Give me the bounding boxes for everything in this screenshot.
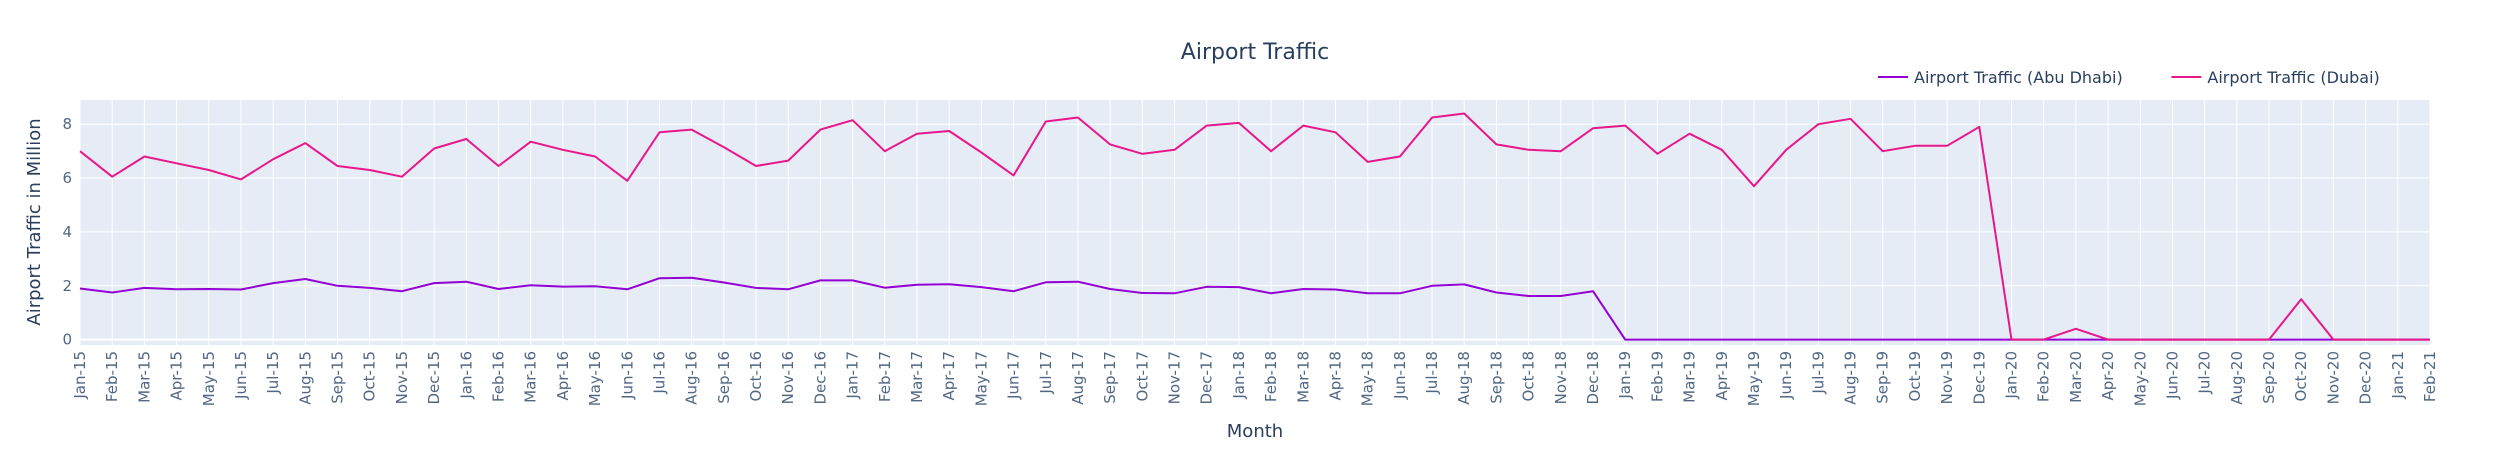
x-tick-label: May-18 <box>1359 351 1377 406</box>
x-tick-label: Nov-19 <box>1938 351 1956 404</box>
x-tick-label: Feb-17 <box>876 351 894 402</box>
x-tick-label: Jan-21 <box>2389 351 2407 400</box>
x-tick-label: Sep-19 <box>1874 351 1892 404</box>
legend-label: Airport Traffic (Dubai) <box>2207 68 2379 87</box>
x-tick-label: Dec-18 <box>1584 351 1602 405</box>
x-tick-label: Aug-16 <box>683 351 701 405</box>
x-tick-label: May-20 <box>2131 351 2149 406</box>
x-tick-label: Dec-20 <box>2357 351 2375 405</box>
x-tick-label: Jul-20 <box>2196 351 2214 395</box>
legend-label: Airport Traffic (Abu Dhabi) <box>1914 68 2123 87</box>
x-tick-label: Mar-19 <box>1681 351 1699 403</box>
x-tick-label: Aug-15 <box>296 351 314 405</box>
x-tick-label: Oct-17 <box>1133 351 1151 401</box>
x-tick-label: Nov-15 <box>393 351 411 404</box>
y-tick-label: 0 <box>62 331 72 349</box>
x-tick-labels: Jan-15 Feb-15 Mar-15 Apr-15 May-15 Jun-15 Jul-… <box>71 351 2439 406</box>
x-tick-label: Jan-17 <box>844 351 862 400</box>
x-tick-label: Oct-18 <box>1520 351 1538 401</box>
x-tick-label: Apr-20 <box>2099 351 2117 401</box>
x-tick-label: Nov-16 <box>779 351 797 404</box>
x-tick-label: Mar-18 <box>1294 351 1312 403</box>
x-tick-label: Jun-15 <box>232 351 250 400</box>
x-tick-label: Mar-15 <box>135 351 153 403</box>
x-tick-label: Dec-15 <box>425 351 443 405</box>
y-tick-label: 8 <box>62 115 72 133</box>
x-tick-label: Oct-20 <box>2292 351 2310 401</box>
x-tick-label: Sep-17 <box>1101 351 1119 404</box>
legend[interactable]: Airport Traffic (Abu Dhabi) Airport Traff… <box>1878 68 2380 87</box>
y-tick-label: 6 <box>62 169 72 187</box>
x-tick-label: Apr-18 <box>1326 351 1344 401</box>
y-tick-label: 4 <box>62 223 72 241</box>
x-tick-label: Nov-20 <box>2324 351 2342 404</box>
x-tick-label: Sep-20 <box>2260 351 2278 404</box>
x-tick-label: Jun-19 <box>1777 351 1795 400</box>
x-tick-label: Jun-18 <box>1391 351 1409 400</box>
x-tick-label: Jan-19 <box>1616 351 1634 400</box>
x-tick-label: Feb-15 <box>103 351 121 402</box>
x-tick-label: Mar-20 <box>2067 351 2085 403</box>
x-tick-label: Oct-19 <box>1906 351 1924 401</box>
legend-item[interactable]: Airport Traffic (Dubai) <box>2171 68 2380 87</box>
x-tick-label: Jan-18 <box>1230 351 1248 400</box>
x-tick-label: Dec-17 <box>1198 351 1216 405</box>
y-tick-labels: 0 2 4 6 8 <box>62 115 72 348</box>
x-tick-label: Aug-17 <box>1069 351 1087 405</box>
x-tick-label: Jul-16 <box>650 351 668 395</box>
x-tick-label: Jul-15 <box>264 351 282 395</box>
x-tick-label: Nov-17 <box>1166 351 1184 404</box>
x-tick-label: Jun-16 <box>618 351 636 400</box>
x-tick-label: Jan-15 <box>71 351 89 400</box>
x-tick-label: Sep-15 <box>329 351 347 404</box>
x-tick-label: Jul-17 <box>1037 351 1055 395</box>
series-line <box>79 112 2430 341</box>
x-tick-label: Mar-16 <box>522 351 540 403</box>
x-tick-label: Jun-20 <box>2163 351 2181 400</box>
x-tick-label: Apr-19 <box>1713 351 1731 401</box>
x-tick-label: Sep-16 <box>715 351 733 404</box>
x-tick-label: Dec-16 <box>811 351 829 405</box>
x-tick-label: Aug-18 <box>1455 351 1473 405</box>
plot-area <box>80 100 2430 345</box>
x-tick-label: Apr-15 <box>168 351 186 401</box>
y-axis-title: Airport Traffic in Million <box>24 118 45 325</box>
x-tick-label: Oct-15 <box>361 351 379 401</box>
x-tick-label: Feb-18 <box>1262 351 1280 402</box>
x-tick-label: Oct-16 <box>747 351 765 401</box>
x-tick-label: May-19 <box>1745 351 1763 406</box>
x-tick-label: Feb-16 <box>489 351 507 402</box>
x-tick-label: Aug-20 <box>2228 351 2246 405</box>
x-tick-label: Feb-21 <box>2421 351 2439 402</box>
x-axis-title: Month <box>1227 421 1283 442</box>
x-tick-label: Jul-19 <box>1809 351 1827 395</box>
x-tick-label: Dec-19 <box>1970 351 1988 405</box>
x-tick-label: May-17 <box>972 351 990 406</box>
x-tick-label: Apr-17 <box>940 351 958 401</box>
chart-title: Airport Traffic <box>1181 40 1329 65</box>
x-tick-label: Mar-17 <box>908 351 926 403</box>
x-tick-label: May-16 <box>586 351 604 406</box>
x-tick-label: Feb-20 <box>2035 351 2053 402</box>
y-tick-label: 2 <box>62 277 72 295</box>
series-lines <box>79 112 2430 341</box>
x-tick-label: Feb-19 <box>1648 351 1666 402</box>
x-tick-label: Aug-19 <box>1842 351 1860 405</box>
legend-item[interactable]: Airport Traffic (Abu Dhabi) <box>1878 68 2123 87</box>
x-tick-label: Jun-17 <box>1005 351 1023 400</box>
x-tick-label: Jan-16 <box>457 351 475 400</box>
x-tick-label: Nov-18 <box>1552 351 1570 404</box>
x-tick-label: May-15 <box>200 351 218 406</box>
x-tick-label: Jul-18 <box>1423 351 1441 395</box>
x-tick-label: Apr-16 <box>554 351 572 401</box>
x-tick-label: Jan-20 <box>2003 351 2021 400</box>
x-tick-label: Sep-18 <box>1487 351 1505 404</box>
